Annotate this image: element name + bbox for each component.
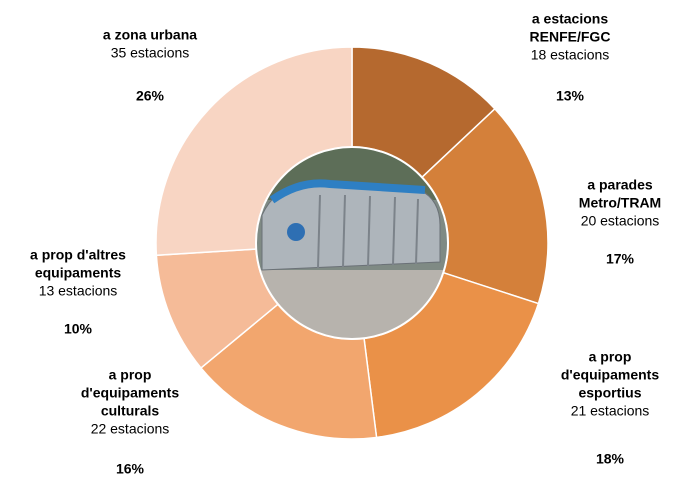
- value-label: 10%: [64, 321, 93, 337]
- category-label: a prop: [589, 349, 632, 365]
- value-label: 18%: [596, 451, 625, 467]
- category-label: RENFE/FGC: [530, 29, 611, 45]
- category-label: equipaments: [35, 265, 122, 281]
- station-label: 20 estacions: [581, 213, 660, 229]
- category-label: Metro/TRAM: [579, 195, 661, 211]
- station-label: 22 estacions: [91, 421, 170, 437]
- value-label: 26%: [136, 88, 165, 104]
- category-label: esportius: [578, 385, 641, 401]
- category-label: d'equipaments: [81, 385, 179, 401]
- labels: a estacions RENFE/FGC 18 estacions 13% a par…: [30, 11, 661, 477]
- slices: [155, 46, 549, 440]
- category-label: a prop d'altres: [30, 247, 126, 263]
- value-label: 13%: [556, 88, 585, 104]
- station-label: 18 estacions: [531, 47, 610, 63]
- value-label: 17%: [606, 251, 635, 267]
- station-label: 21 estacions: [571, 403, 650, 419]
- value-label: 16%: [116, 461, 145, 477]
- category-label: a estacions: [532, 11, 608, 27]
- station-label: 13 estacions: [39, 283, 118, 299]
- category-label: a parades: [587, 177, 653, 193]
- category-label: a zona urbana: [103, 27, 197, 43]
- category-label: culturals: [101, 403, 160, 419]
- category-label: a prop: [109, 367, 152, 383]
- station-label: 35 estacions: [111, 45, 190, 61]
- category-label: d'equipaments: [561, 367, 659, 383]
